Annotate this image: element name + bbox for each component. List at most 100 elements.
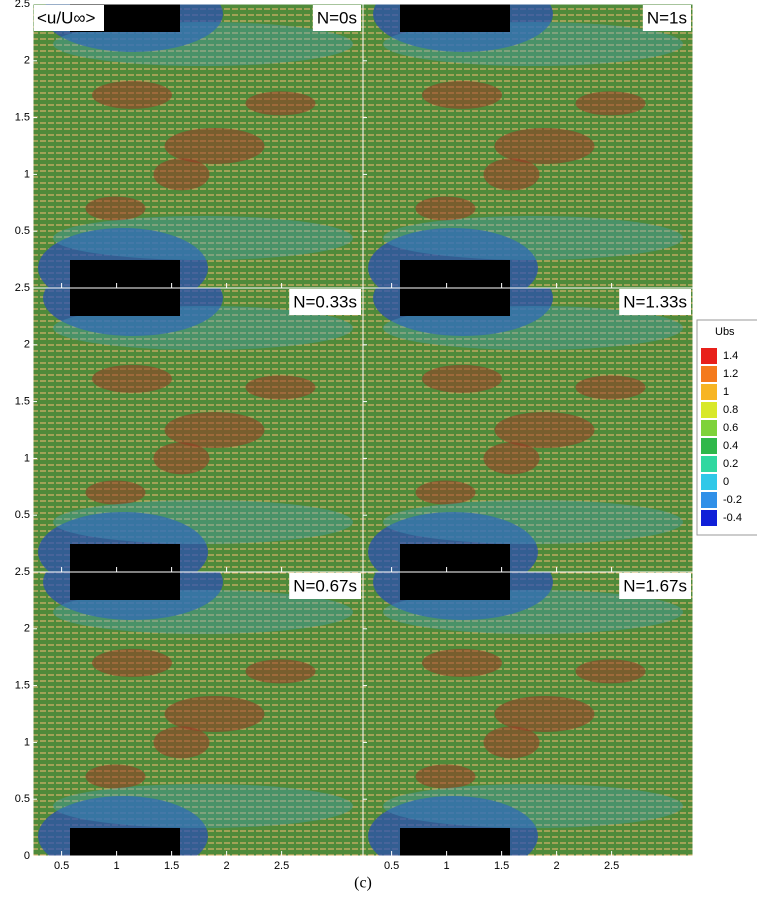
colorbar-swatch: [701, 366, 717, 382]
high-speed-region: [245, 375, 316, 400]
panel: N=0.67s 0 0.5 1 1.5 2 2.5 0.5 1 1.5 2 2.5: [15, 566, 364, 872]
colorbar-label: -0.2: [723, 494, 742, 506]
colorbar-label: 1: [723, 386, 729, 398]
field: [363, 572, 693, 856]
high-speed-region: [494, 128, 595, 164]
field: [363, 4, 693, 288]
high-speed-region: [85, 196, 146, 221]
shear-layer: [53, 784, 353, 828]
label-box: [289, 289, 361, 315]
colorbar-swatch: [701, 420, 717, 436]
shear-layer: [383, 500, 683, 544]
x-tick-label: 1: [444, 860, 450, 872]
high-speed-region: [422, 648, 502, 677]
field: [33, 4, 363, 288]
panel-label: N=0.67s: [293, 576, 357, 595]
y-tick-label: 1: [24, 736, 30, 748]
y-tick-label: 2.5: [15, 566, 30, 578]
y-tick-label: 1.5: [15, 680, 30, 692]
high-speed-region: [153, 158, 210, 191]
y-tick-label: 1.5: [15, 396, 30, 408]
colorbar-label: 0.6: [723, 422, 738, 434]
x-tick-label: 1: [114, 860, 120, 872]
colorbar-label: 0: [723, 476, 729, 488]
y-tick-label: 2.5: [15, 282, 30, 294]
high-speed-region: [415, 196, 476, 221]
x-tick-label: 2.5: [604, 860, 619, 872]
high-speed-region: [245, 659, 316, 684]
body-bottom: [70, 828, 180, 856]
x-tick-label: 2: [554, 860, 560, 872]
x-tick-label: 0.5: [54, 860, 69, 872]
colorbar-label: 0.4: [723, 440, 738, 452]
label-box: [312, 5, 361, 31]
y-tick-label: 0.5: [15, 225, 30, 237]
colorbar-swatch: [701, 438, 717, 454]
y-tick-label: 2: [24, 339, 30, 351]
body-top: [400, 4, 510, 32]
body-bottom: [400, 260, 510, 288]
y-tick-label: 1: [24, 168, 30, 180]
high-speed-region: [164, 128, 265, 164]
shear-layer: [383, 306, 683, 350]
high-speed-region: [422, 364, 502, 393]
shear-layer: [53, 22, 353, 66]
body-top: [70, 288, 180, 316]
shear-layer: [383, 22, 683, 66]
body-top: [400, 572, 510, 600]
panel: N=0s <u/U∞> 0.5 1 1.5 2 2.5: [15, 0, 364, 289]
y-tick-label: 0.5: [15, 509, 30, 521]
annotation-box: [34, 5, 104, 31]
x-tick-label: 1.5: [164, 860, 179, 872]
y-tick-label: 0.5: [15, 793, 30, 805]
high-speed-region: [575, 659, 646, 684]
y-tick-label: 2: [24, 55, 30, 67]
panel: N=1.67s 0.5 1 1.5 2 2.5: [362, 571, 694, 872]
field: [33, 572, 363, 856]
high-speed-region: [422, 80, 502, 109]
high-speed-region: [153, 442, 210, 475]
high-speed-region: [483, 158, 540, 191]
panel: N=0.33s 0.5 1 1.5 2 2.5: [15, 282, 364, 573]
shear-layer: [53, 216, 353, 260]
y-tick-label: 0: [24, 850, 30, 862]
high-speed-region: [85, 764, 146, 789]
colorbar-swatch: [701, 348, 717, 364]
colorbar-label: 1.2: [723, 368, 738, 380]
colorbar-label: 1.4: [723, 350, 738, 362]
high-speed-region: [494, 412, 595, 448]
high-speed-region: [164, 696, 265, 732]
colorbar-label: 0.2: [723, 458, 738, 470]
panel-label: N=1.33s: [623, 292, 687, 311]
high-speed-region: [415, 764, 476, 789]
field: [33, 288, 363, 572]
panel-label: N=1s: [647, 8, 687, 27]
colorbar-swatch: [701, 456, 717, 472]
y-tick-label: 2.5: [15, 0, 30, 10]
high-speed-region: [483, 442, 540, 475]
y-tick-label: 1: [24, 452, 30, 464]
colorbar-title: Ubs: [715, 326, 735, 338]
label-box: [642, 5, 691, 31]
shear-layer: [383, 590, 683, 634]
y-tick-label: 2: [24, 623, 30, 635]
panel-label: N=1.67s: [623, 576, 687, 595]
colorbar-swatch: [701, 474, 717, 490]
label-box: [289, 573, 361, 599]
body-top: [400, 288, 510, 316]
y-tick-label: 1.5: [15, 112, 30, 124]
high-speed-region: [575, 375, 646, 400]
high-speed-region: [164, 412, 265, 448]
colorbar-label: 0.8: [723, 404, 738, 416]
colorbar-swatch: [701, 510, 717, 526]
high-speed-region: [245, 91, 316, 116]
body-bottom: [70, 544, 180, 572]
x-tick-label: 2: [224, 860, 230, 872]
annotation: <u/U∞>: [37, 8, 96, 27]
high-speed-region: [92, 80, 172, 109]
high-speed-region: [494, 696, 595, 732]
shear-layer: [53, 306, 353, 350]
label-box: [619, 573, 691, 599]
field: [363, 288, 693, 572]
shear-layer: [383, 216, 683, 260]
